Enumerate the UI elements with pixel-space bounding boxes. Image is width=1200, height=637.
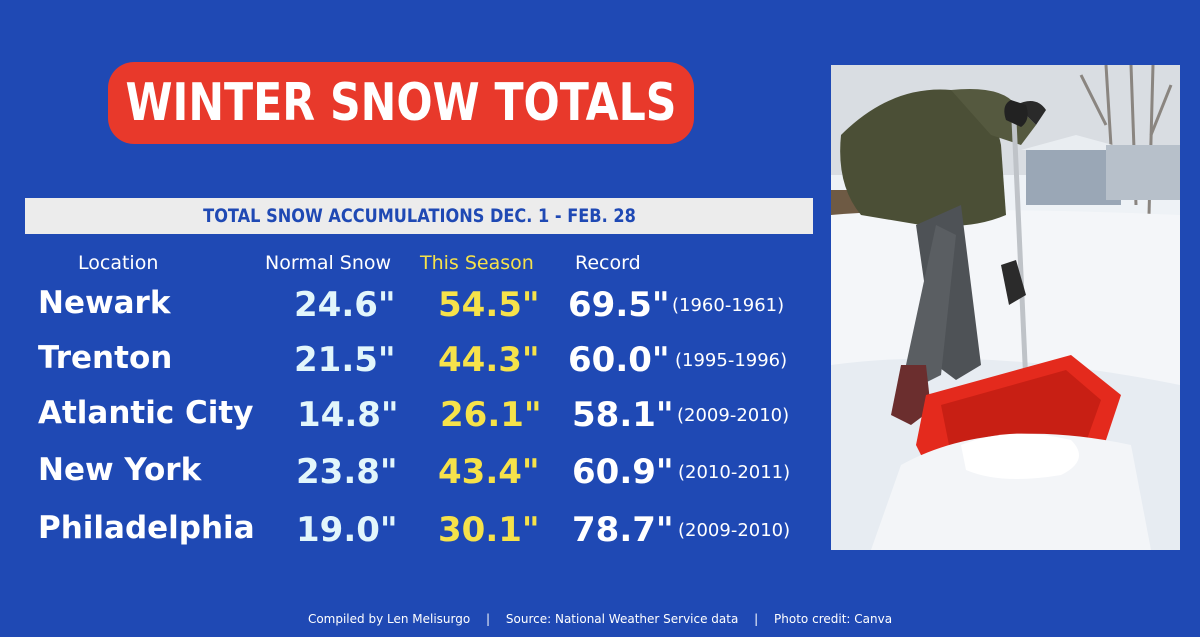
location-label: New York xyxy=(38,452,202,488)
footer-separator: | xyxy=(754,612,759,626)
season-value: 26.1" xyxy=(440,395,542,435)
subtitle-banner: TOTAL SNOW ACCUMULATIONS DEC. 1 - FEB. 2… xyxy=(25,198,813,234)
record-value: 60.9" xyxy=(572,452,674,492)
photo-illustration xyxy=(831,65,1180,550)
table-row: Newark 24.6" 54.5" 69.5" (1960-1961) xyxy=(0,285,830,335)
normal-value: 23.8" xyxy=(296,452,398,492)
header-season: This Season xyxy=(420,252,534,274)
record-years: (1960-1961) xyxy=(672,295,785,316)
record-years: (2009-2010) xyxy=(677,405,790,426)
source-credit: Source: National Weather Service data xyxy=(505,612,739,626)
photo-credit: Photo credit: Canva xyxy=(774,612,893,626)
compiled-by: Compiled by Len Melisurgo xyxy=(307,612,471,626)
record-value: 58.1" xyxy=(572,395,674,435)
season-value: 44.3" xyxy=(438,340,540,380)
normal-value: 24.6" xyxy=(294,285,396,325)
subtitle: TOTAL SNOW ACCUMULATIONS DEC. 1 - FEB. 2… xyxy=(202,205,636,227)
header-normal: Normal Snow xyxy=(265,252,392,274)
record-value: 78.7" xyxy=(572,510,674,550)
location-label: Newark xyxy=(38,285,171,321)
header-record: Record xyxy=(575,252,641,274)
location-label: Trenton xyxy=(38,340,173,376)
season-value: 54.5" xyxy=(438,285,540,325)
record-value: 69.5" xyxy=(568,285,670,325)
record-years: (2010-2011) xyxy=(678,462,791,483)
header-location: Location xyxy=(78,252,159,274)
table-row: Atlantic City 14.8" 26.1" 58.1" (2009-20… xyxy=(0,395,830,445)
normal-value: 14.8" xyxy=(297,395,399,435)
location-label: Atlantic City xyxy=(38,395,254,431)
normal-value: 21.5" xyxy=(294,340,396,380)
footer-separator: | xyxy=(486,612,491,626)
title-banner: WINTER SNOW TOTALS xyxy=(108,62,694,144)
page-title: WINTER SNOW TOTALS xyxy=(125,73,677,133)
footer-credits: Compiled by Len Melisurgo | Source: Nati… xyxy=(0,612,1200,626)
normal-value: 19.0" xyxy=(296,510,398,550)
record-years: (2009-2010) xyxy=(678,520,791,541)
season-value: 43.4" xyxy=(438,452,540,492)
season-value: 30.1" xyxy=(438,510,540,550)
table-row: New York 23.8" 43.4" 60.9" (2010-2011) xyxy=(0,452,830,502)
record-years: (1995-1996) xyxy=(675,350,788,371)
snow-shoveling-photo xyxy=(831,65,1180,550)
table-row: Trenton 21.5" 44.3" 60.0" (1995-1996) xyxy=(0,340,830,390)
table-row: Philadelphia 19.0" 30.1" 78.7" (2009-201… xyxy=(0,510,830,560)
location-label: Philadelphia xyxy=(38,510,255,546)
record-value: 60.0" xyxy=(568,340,670,380)
